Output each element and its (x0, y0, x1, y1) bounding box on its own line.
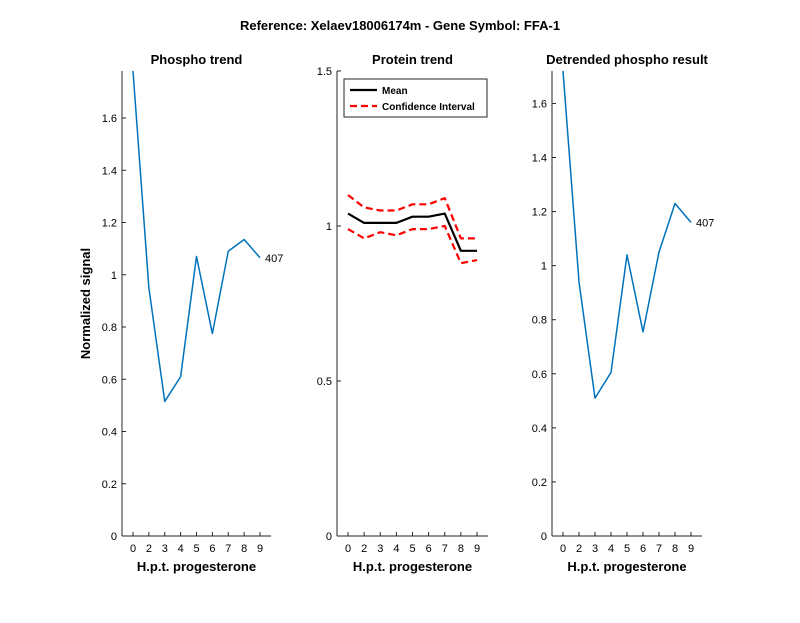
y-tick-label: 0.6 (102, 374, 117, 386)
x-axis-label: H.p.t. progesterone (353, 559, 472, 574)
y-tick-label: 0.6 (532, 369, 547, 381)
y-tick-label: 0 (541, 531, 547, 543)
x-tick-label: 8 (672, 543, 678, 555)
panel-title: Detrended phospho result (546, 52, 708, 67)
series-line-2 (347, 224, 478, 265)
y-tick-label: 1.2 (102, 218, 117, 230)
y-axis-label: Normalized signal (78, 248, 93, 359)
x-tick-label: 7 (656, 543, 662, 555)
y-tick-label: 0.2 (532, 477, 547, 489)
x-tick-label: 3 (162, 543, 168, 555)
x-tick-label: 6 (209, 543, 215, 555)
y-tick-label: 1 (111, 270, 117, 282)
y-tick-label: 0.4 (532, 423, 547, 435)
x-tick-label: 6 (426, 543, 432, 555)
y-tick-label: 0 (326, 531, 332, 543)
chart-panels: 00.20.40.60.811.21.41.60 2 3 4 5 6 7 8 9Phospho … (78, 52, 714, 574)
series-line-0 (347, 212, 477, 252)
x-tick-label: 0 (560, 543, 566, 555)
x-tick-label: 9 (257, 543, 263, 555)
y-tick-label: 0.8 (102, 322, 117, 334)
x-tick-label: 4 (608, 543, 614, 555)
x-tick-label: 4 (178, 543, 184, 555)
series-line-0 (132, 70, 261, 403)
chart-panel-2: 00.20.40.60.811.21.41.60 2 3 4 5 6 7 8 9Detrende… (532, 52, 715, 574)
y-tick-label: 0.8 (532, 315, 547, 327)
y-tick-label: 1.5 (317, 66, 332, 78)
x-tick-label: 3 (592, 543, 598, 555)
series-line-1 (347, 194, 477, 240)
y-tick-label: 1.4 (532, 153, 547, 165)
y-tick-label: 1.6 (532, 98, 547, 110)
y-tick-label: 1.6 (102, 113, 117, 125)
chart-panel-0: 00.20.40.60.811.21.41.60 2 3 4 5 6 7 8 9Phospho … (78, 52, 283, 574)
x-tick-label: 2 (361, 543, 367, 555)
figure-title: Reference: Xelaev18006174m - Gene Symbol… (240, 18, 560, 33)
x-tick-label: 5 (409, 543, 415, 555)
series-end-label: 407 (265, 253, 283, 265)
legend-box (343, 78, 488, 118)
legend-label: Confidence Interval (382, 102, 475, 113)
y-tick-label: 1 (541, 261, 547, 273)
x-tick-label: 2 (576, 543, 582, 555)
series-line-0 (562, 70, 692, 399)
x-tick-label: 3 (377, 543, 383, 555)
x-tick-label: 0 (130, 543, 136, 555)
x-tick-label: 7 (225, 543, 231, 555)
x-axis-label: H.p.t. progesterone (567, 559, 686, 574)
x-tick-label: 4 (393, 543, 399, 555)
y-tick-label: 0 (111, 531, 117, 543)
x-tick-label: 9 (474, 543, 480, 555)
x-tick-label: 8 (458, 543, 464, 555)
y-tick-label: 0.4 (102, 427, 117, 439)
legend-label: Mean (382, 86, 408, 97)
y-tick-label: 0.5 (317, 376, 332, 388)
panel-title: Phospho trend (151, 52, 243, 67)
x-tick-label: 6 (640, 543, 646, 555)
y-tick-label: 1.4 (102, 165, 117, 177)
x-tick-label: 9 (688, 543, 694, 555)
x-tick-label: 0 (345, 543, 351, 555)
x-tick-label: 5 (193, 543, 199, 555)
x-axis-label: H.p.t. progesterone (137, 559, 256, 574)
y-tick-label: 1 (326, 221, 332, 233)
x-tick-label: 5 (624, 543, 630, 555)
series-end-label: 407 (696, 217, 714, 229)
panel-title: Protein trend (372, 52, 453, 67)
x-tick-label: 7 (442, 543, 448, 555)
x-tick-label: 8 (241, 543, 247, 555)
x-tick-label: 2 (146, 543, 152, 555)
y-tick-label: 0.2 (102, 479, 117, 491)
y-tick-label: 1.2 (532, 207, 547, 219)
